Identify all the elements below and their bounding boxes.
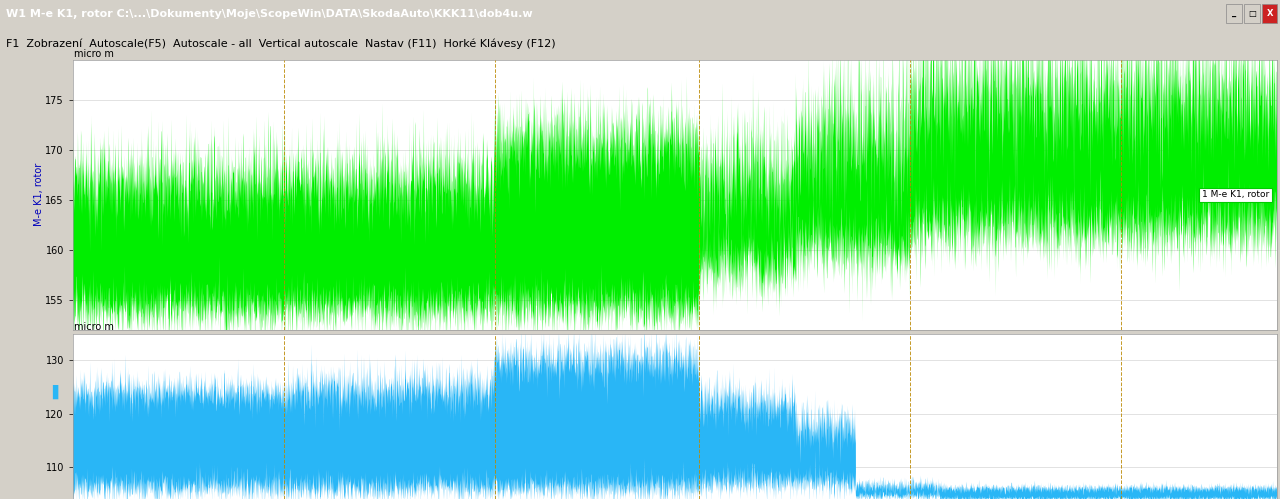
Text: F1  Zobrazení  Autoscale(F5)  Autoscale - all  Vertical autoscale  Nastav (F11) : F1 Zobrazení Autoscale(F5) Autoscale - a…	[6, 38, 556, 49]
Y-axis label: M-e K1, rotor: M-e K1, rotor	[33, 163, 44, 227]
Text: micro m: micro m	[74, 322, 114, 332]
Bar	[1262, 4, 1277, 23]
Bar	[1244, 4, 1260, 23]
Text: 1 M-e K1, rotor: 1 M-e K1, rotor	[1202, 190, 1268, 199]
Text: X: X	[1266, 9, 1274, 18]
Text: _: _	[1231, 9, 1236, 18]
Text: W1 M-e K1, rotor C:\...\Dokumenty\Moje\ScopeWin\DATA\SkodaAuto\KKK11\dob4u.w: W1 M-e K1, rotor C:\...\Dokumenty\Moje\S…	[6, 8, 532, 19]
Text: □: □	[1248, 9, 1256, 18]
Text: ▌: ▌	[52, 384, 63, 399]
Bar	[1226, 4, 1242, 23]
Text: micro m: micro m	[74, 49, 114, 59]
